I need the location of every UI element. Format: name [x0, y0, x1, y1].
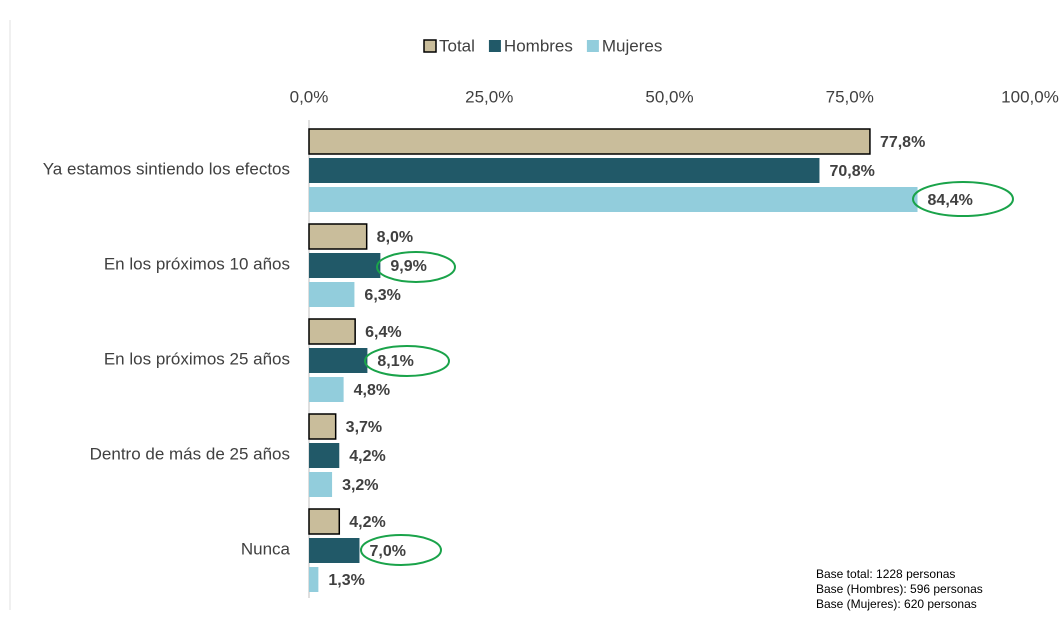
bar — [308, 508, 341, 535]
bar — [309, 472, 333, 497]
note: Base total: 1228 personas — [816, 567, 955, 581]
legend-label: Mujeres — [602, 36, 662, 55]
y-tick-label: En los próximos 10 años — [104, 254, 290, 273]
value-label: 8,1% — [377, 353, 413, 370]
bar — [309, 348, 368, 373]
bar — [309, 538, 360, 563]
bar — [309, 443, 340, 468]
value-label: 4,2% — [349, 448, 385, 465]
highlight — [912, 181, 1014, 217]
value-label: 70,8% — [829, 163, 874, 180]
highlights — [360, 181, 1014, 566]
value-label: 6,4% — [365, 324, 401, 341]
legend-label: Total — [439, 36, 475, 55]
highlight — [376, 251, 456, 283]
value-label: 84,4% — [928, 192, 973, 209]
y-tick-label: Nunca — [241, 539, 291, 558]
value-label: 3,2% — [342, 477, 378, 494]
x-tick-label: 75,0% — [826, 87, 874, 106]
value-label: 1,3% — [328, 572, 364, 589]
bar — [308, 318, 356, 345]
value-label: 9,9% — [390, 258, 426, 275]
value-label: 4,8% — [354, 382, 390, 399]
bar — [309, 377, 344, 402]
bar — [309, 567, 319, 592]
legend-swatch — [488, 40, 501, 52]
x-tick-label: 100,0% — [1001, 87, 1059, 106]
highlight — [360, 534, 442, 566]
note: Base (Mujeres): 620 personas — [816, 597, 977, 611]
value-label: 4,2% — [349, 514, 385, 531]
x-tick-label: 0,0% — [290, 87, 329, 106]
legend: Total Hombres Mujeres — [423, 36, 662, 55]
value-label: 7,0% — [369, 543, 405, 560]
bar — [308, 128, 871, 155]
x-tick-label: 25,0% — [465, 87, 513, 106]
y-tick-label: En los próximos 25 años — [104, 349, 290, 368]
value-label: 77,8% — [880, 134, 925, 151]
bar — [308, 223, 368, 250]
x-tick-label: 50,0% — [645, 87, 693, 106]
value-label: 6,3% — [364, 287, 400, 304]
bar — [309, 253, 381, 278]
y-tick-label: Ya estamos sintiendo los efectos — [43, 159, 290, 178]
value-label: 8,0% — [377, 229, 413, 246]
bar — [308, 413, 337, 440]
legend-swatch — [423, 39, 437, 53]
bar — [309, 282, 355, 307]
highlight — [364, 345, 450, 377]
bar — [309, 187, 918, 212]
legend-label: Hombres — [504, 36, 573, 55]
note: Base (Hombres): 596 personas — [816, 582, 983, 596]
legend-swatch — [586, 40, 599, 52]
y-tick-label: Dentro de más de 25 años — [90, 444, 290, 463]
value-label: 3,7% — [346, 419, 382, 436]
bar — [309, 158, 820, 183]
